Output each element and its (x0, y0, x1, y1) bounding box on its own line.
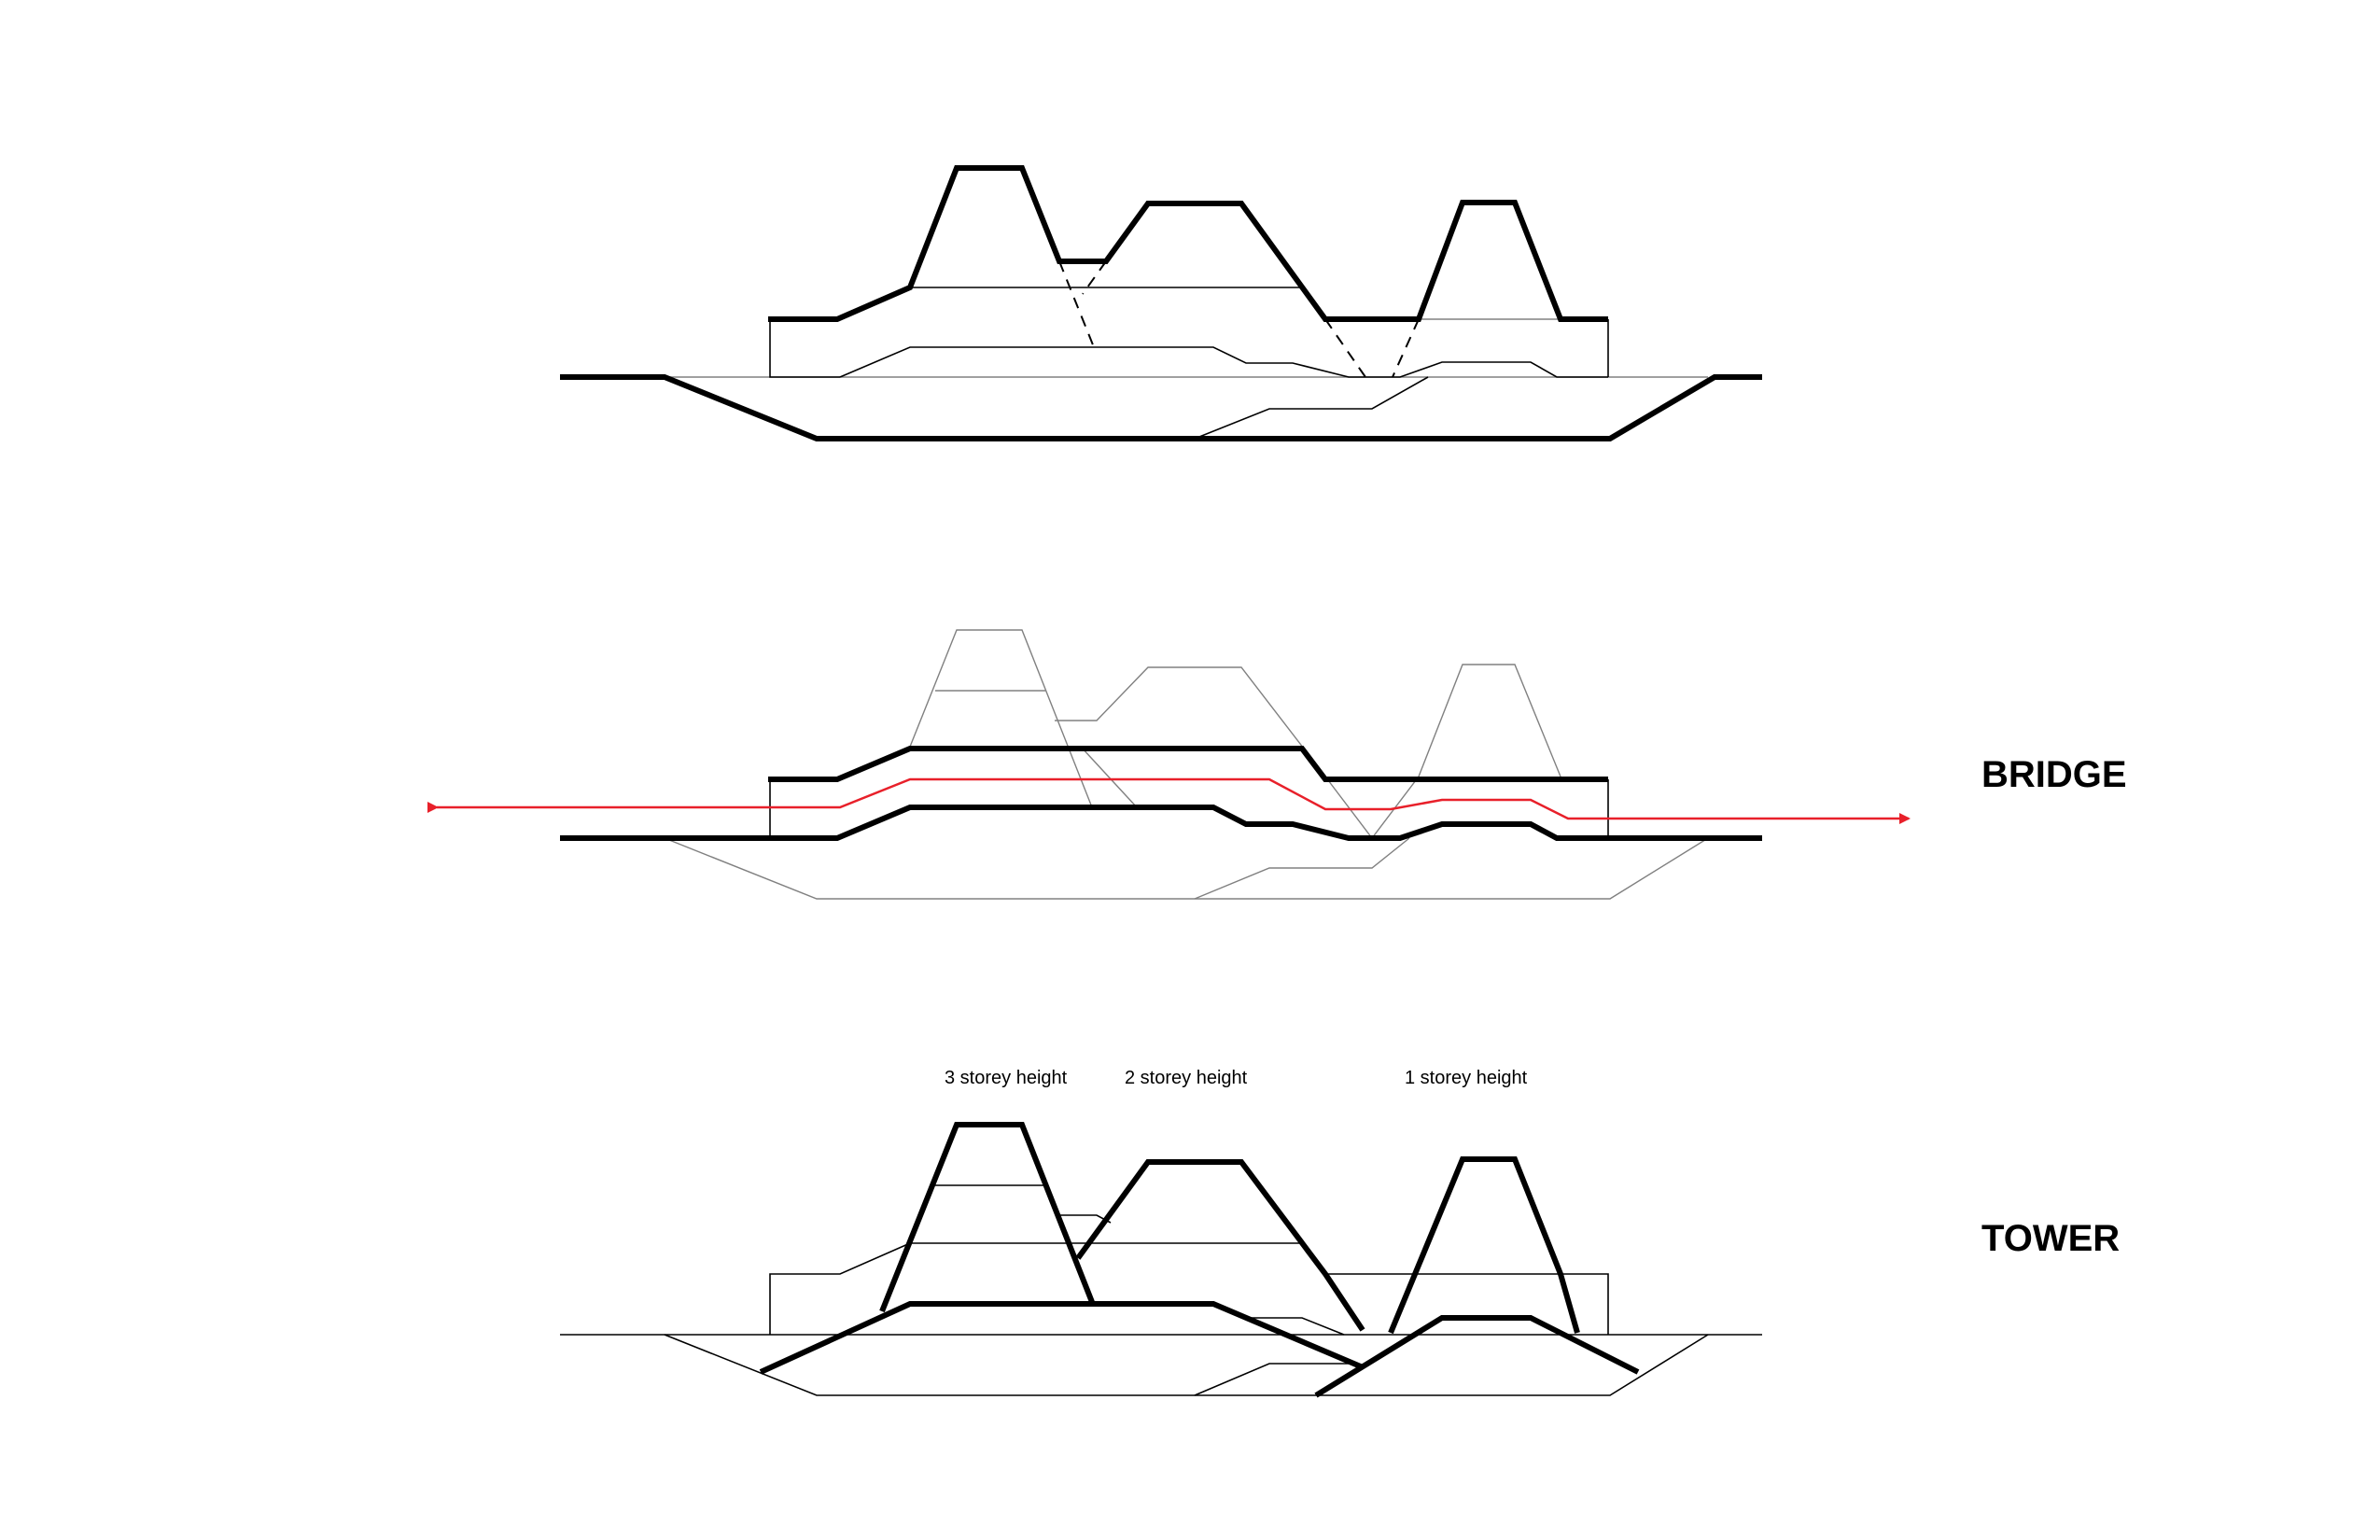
label-one-storey: 1 storey height (1405, 1068, 1528, 1088)
section-bridge (427, 629, 1911, 900)
basement-ramp (1194, 376, 1429, 440)
tower-middle-faint (1055, 666, 1326, 777)
excavation-outline (560, 374, 1762, 441)
tower-one-storey (1388, 1156, 1580, 1335)
tower-two-storey (1075, 1159, 1365, 1332)
basement-ramp (1194, 1363, 1353, 1396)
tower-right-faint (1371, 664, 1561, 839)
dashed-projection (1058, 260, 1095, 348)
tower-three-storey (879, 1122, 1095, 1313)
base-mound-left (759, 1301, 1365, 1375)
bridge-floor (560, 805, 1762, 841)
label-tower: TOWER (1981, 1218, 2120, 1259)
tower-right-left-faint (1324, 776, 1373, 839)
section-base (560, 165, 1762, 441)
tower-left-faint (909, 629, 1093, 808)
dashed-projection (1082, 260, 1107, 295)
label-two-storey: 2 storey height (1125, 1068, 1248, 1088)
platform-walls (769, 319, 840, 378)
interior-step (1251, 1317, 1345, 1336)
section-tower (560, 1122, 1762, 1398)
dashed-projection (1392, 318, 1420, 378)
platform-outline (769, 1242, 911, 1335)
label-three-storey: 3 storey height (945, 1068, 1068, 1088)
label-bridge: BRIDGE (1981, 754, 2127, 795)
dashed-projection (1324, 318, 1366, 378)
interior-floor (839, 346, 1608, 378)
tower-middle-left-faint (1080, 746, 1138, 808)
base-mound-right (1314, 1315, 1640, 1398)
platform-outline-right (1325, 1273, 1609, 1335)
basement-ramp-faint (1194, 837, 1410, 900)
roof-towers-outline (768, 165, 1608, 322)
excavation-outline (664, 1334, 1709, 1396)
excavation-outline-faint (664, 837, 1709, 900)
circulation-arrow (427, 777, 1911, 824)
bridge-roof (768, 746, 1608, 782)
